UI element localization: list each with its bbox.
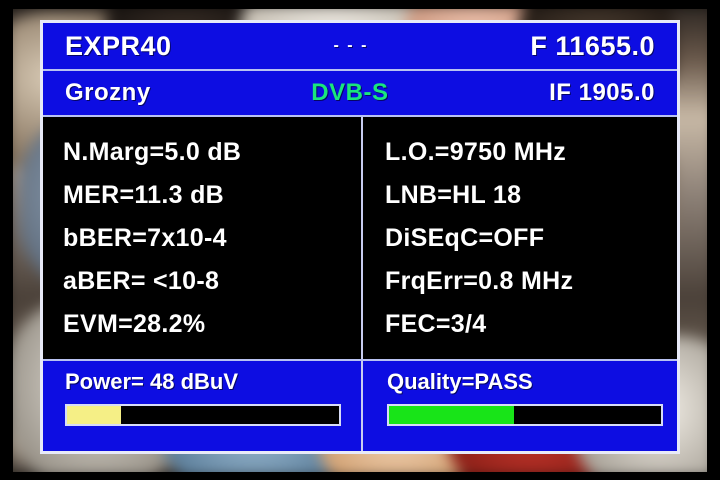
quality-bar-fill (389, 406, 515, 424)
letterbox-top (0, 0, 720, 9)
measurements-area: N.Marg=5.0 dB MER=11.3 dB bBER=7x10-4 aB… (43, 117, 677, 359)
measurement-noise-margin: N.Marg=5.0 dB (63, 138, 242, 166)
quality-bar-track (387, 404, 663, 426)
meter-divider-top (43, 359, 677, 361)
location-name: Grozny (65, 79, 151, 106)
power-meter: Power= 48 dBuV (43, 361, 361, 451)
letterbox-left (0, 0, 13, 480)
measurement-lnb: LNB=HL 18 (385, 181, 522, 209)
measurement-evm: EVM=28.2% (63, 310, 206, 338)
signal-meter-osd-panel: EXPR40 - - - F 11655.0 Grozny DVB-S IF 1… (40, 20, 680, 454)
measurement-mer: MER=11.3 dB (63, 181, 225, 209)
measurement-frequency-error: FrqErr=0.8 MHz (385, 267, 574, 295)
if-frequency-readout: IF 1905.0 (549, 79, 655, 106)
frequency-readout: F 11655.0 (530, 30, 655, 61)
letterbox-right (707, 0, 720, 480)
header-subtitle-row: Grozny DVB-S IF 1905.0 (43, 71, 677, 115)
letterbox-bottom (0, 472, 720, 480)
channel-name: EXPR40 (65, 30, 172, 61)
modulation-standard: DVB-S (311, 79, 389, 106)
header-title-row: EXPR40 - - - F 11655.0 (43, 23, 677, 69)
meters-area: Power= 48 dBuV Quality=PASS (43, 361, 677, 451)
measurement-diseqc: DiSEqC=OFF (385, 224, 545, 252)
power-bar-track (65, 404, 341, 426)
measurement-aber: aBER= <10-8 (63, 267, 220, 295)
measurements-right-column: L.O.=9750 MHz LNB=HL 18 DiSEqC=OFF FrqEr… (363, 117, 677, 359)
meter-column-divider (361, 361, 363, 451)
center-marker: - - - (333, 37, 369, 54)
column-divider (361, 117, 363, 359)
quality-meter: Quality=PASS (363, 361, 677, 451)
power-bar-fill (67, 406, 122, 424)
header-divider-1 (43, 69, 677, 71)
quality-label: Quality=PASS (387, 369, 533, 394)
header-divider-2 (43, 115, 677, 117)
measurement-fec: FEC=3/4 (385, 310, 487, 338)
measurement-bber: bBER=7x10-4 (63, 224, 227, 252)
measurements-left-column: N.Marg=5.0 dB MER=11.3 dB bBER=7x10-4 aB… (43, 117, 361, 359)
power-label: Power= 48 dBuV (65, 369, 239, 394)
measurement-local-oscillator: L.O.=9750 MHz (385, 138, 567, 166)
